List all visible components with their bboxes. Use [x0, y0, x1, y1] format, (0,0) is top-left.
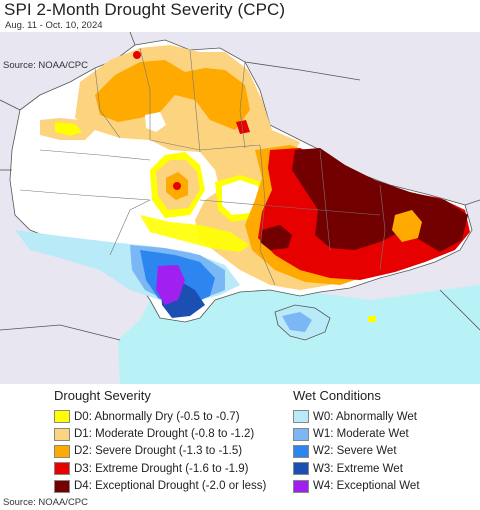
swatch-d0 [54, 410, 70, 424]
legend-item-d4: D4: Exceptional Drought (-2.0 or less) [54, 478, 266, 495]
w4-region-south [156, 265, 185, 305]
legend-item-w2: W2: Severe Wet [293, 443, 420, 460]
d3-spot-northeast [236, 120, 250, 134]
d0-region-west [55, 122, 82, 136]
d0-band-central [140, 215, 250, 252]
legend-label-w2: W2: Severe Wet [313, 445, 397, 458]
w1-region-crimea [282, 312, 312, 332]
date-range: Aug. 11 - Oct. 10, 2024 [5, 20, 103, 31]
swatch-d4 [54, 479, 70, 493]
oblast-borders [19, 47, 386, 286]
d3-spot-north [133, 51, 141, 59]
legend-item-d0: D0: Abnormally Dry (-0.5 to -0.7) [54, 408, 266, 425]
source-label-top: Source: NOAA/CPC [3, 60, 88, 71]
legend-label-d1: D1: Moderate Drought (-0.8 to -1.2) [74, 428, 255, 441]
swatch-w1 [293, 427, 309, 441]
swatch-w4 [293, 479, 309, 493]
legend-item-d1: D1: Moderate Drought (-0.8 to -1.2) [54, 425, 266, 442]
swatch-w0 [293, 410, 309, 424]
legend-label-d2: D2: Severe Drought (-1.3 to -1.5) [74, 445, 243, 458]
legend-item-w3: W3: Extreme Wet [293, 460, 420, 477]
swatch-d2 [54, 444, 70, 458]
legend-label-d0: D0: Abnormally Dry (-0.5 to -0.7) [74, 410, 240, 423]
swatch-d3 [54, 462, 70, 476]
legend-label-d4: D4: Exceptional Drought (-2.0 or less) [74, 480, 267, 493]
legend-item-d3: D3: Extreme Drought (-1.6 to -1.9) [54, 460, 266, 477]
d2-region-north [95, 60, 250, 130]
swatch-w2 [293, 444, 309, 458]
legend-item-w4: W4: Exceptional Wet [293, 478, 420, 495]
legend-wet: Wet Conditions W0: Abnormally Wet W1: Mo… [293, 388, 420, 495]
swatch-d1 [54, 427, 70, 441]
d4-region-east [292, 148, 468, 252]
source-label-bottom: Source: NOAA/CPC [3, 497, 88, 508]
legend-label-w1: W1: Moderate Wet [313, 428, 409, 441]
white-pocket-east [222, 180, 262, 215]
legend-label-d3: D3: Extreme Drought (-1.6 to -1.9) [74, 462, 249, 475]
legend-item-w0: W0: Abnormally Wet [293, 408, 420, 425]
d0-spot-crimea [368, 316, 376, 322]
d4-spot-south [260, 225, 292, 250]
legend-item-w1: W1: Moderate Wet [293, 425, 420, 442]
legend-panel: Drought Severity D0: Abnormally Dry (-0.… [0, 384, 480, 510]
d3-spot-central [173, 182, 181, 190]
country-borders [0, 32, 480, 341]
page-title: SPI 2-Month Drought Severity (CPC) [4, 0, 286, 19]
legend-drought-title: Drought Severity [54, 388, 151, 403]
legend-item-d2: D2: Severe Drought (-1.3 to -1.5) [54, 443, 266, 460]
legend-label-w3: W3: Extreme Wet [313, 462, 403, 475]
legend-label-w4: W4: Exceptional Wet [313, 480, 420, 493]
legend-drought: Drought Severity D0: Abnormally Dry (-0.… [54, 388, 266, 495]
swatch-w3 [293, 462, 309, 476]
d2-spot-east [392, 210, 422, 242]
legend-label-w0: W0: Abnormally Wet [313, 410, 417, 423]
legend-wet-title: Wet Conditions [293, 388, 381, 403]
drought-map [0, 32, 480, 384]
